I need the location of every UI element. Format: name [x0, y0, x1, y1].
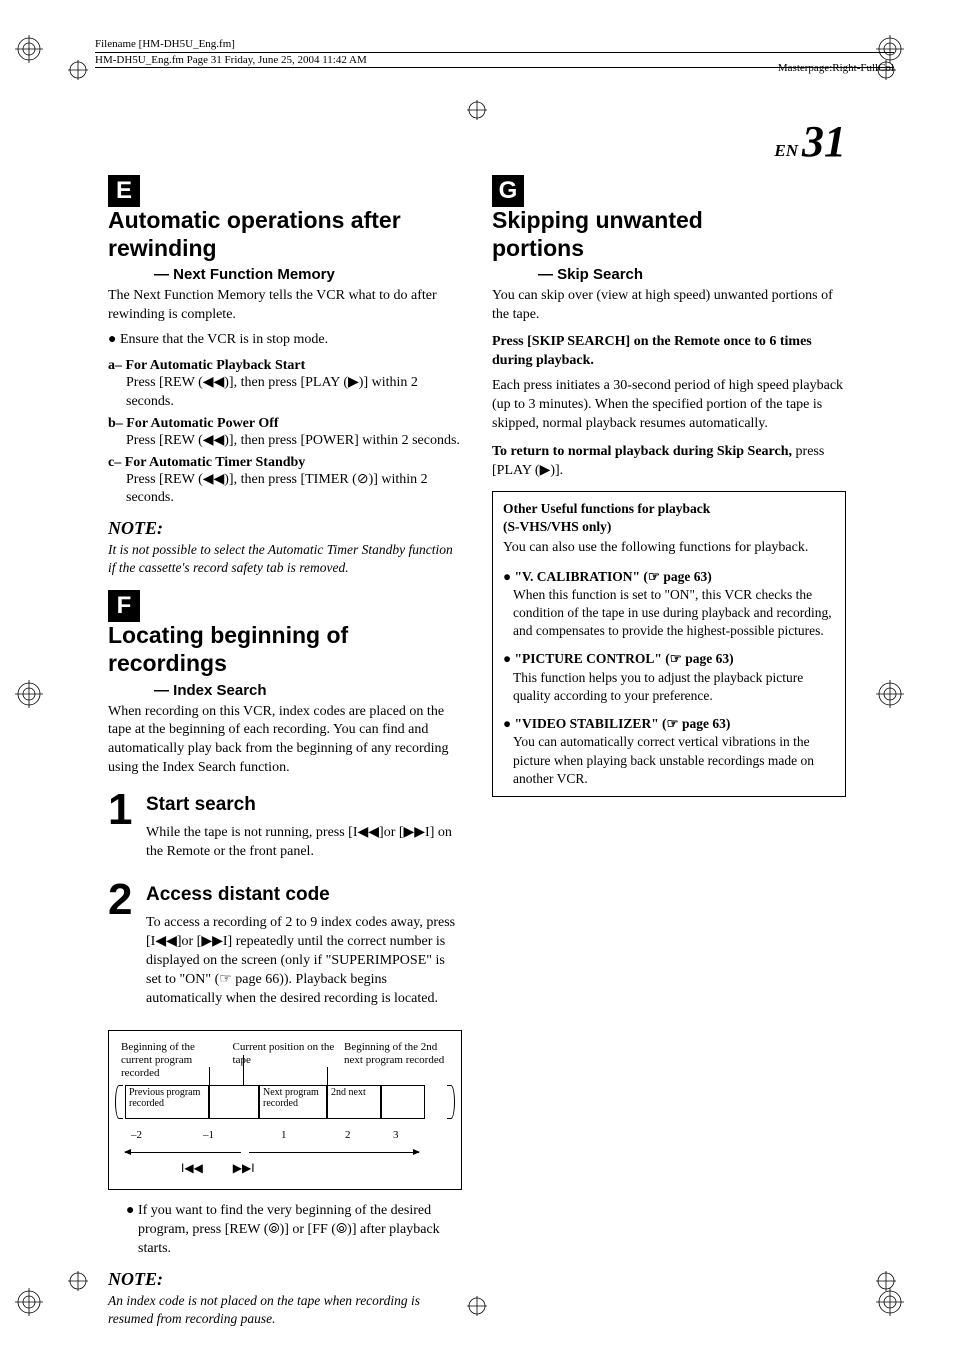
diagram-label-left: Beginning of the current program recorde… [121, 1041, 226, 1079]
tape-bar: Previous program recorded Next program r… [121, 1085, 449, 1123]
tape-seg-current [209, 1085, 259, 1119]
item-c-body: Press [REW (◀◀)], then press [TIMER (⊘)]… [126, 471, 462, 509]
page-number-value: 31 [802, 117, 846, 166]
crop-mark-icon [876, 680, 904, 708]
dnum-4: 3 [393, 1129, 399, 1141]
section-e-note-body: It is not possible to select the Automat… [108, 541, 462, 576]
press-body: Each press initiates a 30-second period … [492, 377, 846, 434]
diagram-arrow-labels: I◀◀ ▶▶I [181, 1161, 449, 1175]
pageinfo-label: HM-DH5U_Eng.fm Page 31 Friday, June 25, … [95, 52, 894, 68]
section-e-title: E Automatic operations after rewinding [108, 175, 462, 262]
infobox-item-3-title: ● "VIDEO STABILIZER" (☞ page 63) [503, 715, 835, 733]
step-2-num: 2 [108, 878, 142, 922]
step-2-title: Access distant code [146, 884, 460, 906]
registration-mark-icon [68, 1271, 88, 1291]
section-letter-e: E [108, 175, 140, 207]
info-box: Other Useful functions for playback (S-V… [492, 491, 846, 797]
item-a-body: Press [REW (◀◀)], then press [PLAY (▶)] … [126, 374, 462, 412]
crop-mark-icon [15, 680, 43, 708]
section-e-bullet: ● Ensure that the VCR is in stop mode. [108, 331, 462, 350]
infobox-lead: You can also use the following functions… [503, 539, 835, 558]
vline-current-start [209, 1067, 210, 1085]
return-head: To return to normal playback during Skip… [492, 444, 792, 459]
infobox-head2: (S-VHS/VHS only) [503, 518, 835, 536]
right-column: G Skipping unwanted portions — Skip Sear… [492, 175, 846, 1327]
crop-mark-icon [15, 1288, 43, 1316]
section-e-item-c: c– For Automatic Timer Standby Press [RE… [108, 455, 462, 509]
step-1: 1 Start search While the tape is not run… [108, 788, 462, 868]
item-b-label: b– For Automatic Power Off [108, 416, 462, 432]
vline-2nd [327, 1067, 328, 1085]
section-f-subtitle: — Index Search [154, 682, 462, 699]
crop-mark-icon [15, 35, 43, 63]
item-a-label: a– For Automatic Playback Start [108, 358, 462, 374]
section-f-intro: When recording on this VCR, index codes … [108, 703, 462, 779]
step-1-body: While the tape is not running, press [I◀… [146, 824, 460, 862]
registration-mark-icon [467, 100, 487, 120]
diagram-label-right: Beginning of the 2nd next program record… [344, 1041, 449, 1079]
infobox-item-2-body: This function helps you to adjust the pl… [513, 669, 835, 705]
dnum-0: –2 [131, 1129, 142, 1141]
section-e-note-head: NOTE: [108, 518, 462, 539]
section-e-item-a: a– For Automatic Playback Start Press [R… [108, 358, 462, 412]
section-e-subtitle: — Next Function Memory [154, 266, 462, 283]
step-2-body: To access a recording of 2 to 9 index co… [146, 914, 460, 1008]
arrow-label-right: ▶▶I [233, 1161, 255, 1175]
item-b-body: Press [REW (◀◀)], then press [POWER] wit… [126, 432, 462, 451]
tape-seg-prev: Previous program recorded [125, 1085, 209, 1119]
step-2: 2 Access distant code To access a record… [108, 878, 462, 1014]
section-f-after-bullet: ● If you want to find the very beginning… [138, 1202, 462, 1259]
diagram-numbers: –2 –1 1 2 3 [121, 1129, 449, 1143]
dnum-1: –1 [203, 1129, 214, 1141]
infobox-item-1-title: ● "V. CALIBRATION" (☞ page 63) [503, 568, 835, 586]
section-g-title: G Skipping unwanted portions [492, 175, 846, 262]
item-c-label: c– For Automatic Timer Standby [108, 455, 462, 471]
infobox-item-3-body: You can automatically correct vertical v… [513, 733, 835, 788]
press-head: Press [SKIP SEARCH] on the Remote once t… [492, 334, 812, 368]
arrow-label-left: I◀◀ [181, 1161, 203, 1175]
diagram-label-center: Current position on the tape [233, 1041, 338, 1079]
registration-mark-icon [876, 1271, 896, 1291]
crop-mark-icon [876, 1288, 904, 1316]
step-1-num: 1 [108, 788, 142, 832]
tape-seg-next: Next program recorded [259, 1085, 327, 1119]
section-g-subtitle: — Skip Search [538, 266, 846, 283]
section-letter-g: G [492, 175, 524, 207]
masterpage-label: Masterpage:Right-FullCol [778, 62, 894, 74]
section-e-item-b: b– For Automatic Power Off Press [REW (◀… [108, 416, 462, 451]
page-number: EN 31 [774, 120, 846, 164]
arrow-right [249, 1152, 419, 1153]
arrow-left [125, 1152, 241, 1153]
dnum-3: 2 [345, 1129, 351, 1141]
section-g-press: Press [SKIP SEARCH] on the Remote once t… [492, 333, 846, 371]
page-number-prefix: EN [774, 141, 798, 160]
tape-seg-last [381, 1085, 425, 1119]
section-f-note-head: NOTE: [108, 1269, 462, 1290]
diagram-arrows [121, 1147, 449, 1161]
index-search-diagram: Beginning of the current program recorde… [108, 1030, 462, 1190]
section-f-title: F Locating beginning of recordings [108, 590, 462, 677]
header-meta: Filename [HM-DH5U_Eng.fm] HM-DH5U_Eng.fm… [95, 38, 894, 68]
section-g-return: To return to normal playback during Skip… [492, 443, 846, 481]
dnum-2: 1 [281, 1129, 287, 1141]
tape-curve-right [447, 1085, 455, 1119]
infobox-item-1-body: When this function is set to "ON", this … [513, 586, 835, 641]
infobox-item-2: ● "PICTURE CONTROL" (☞ page 63) This fun… [503, 650, 835, 705]
tape-curve-left [115, 1085, 123, 1119]
infobox-item-1: ● "V. CALIBRATION" (☞ page 63) When this… [503, 568, 835, 641]
infobox-item-2-title: ● "PICTURE CONTROL" (☞ page 63) [503, 650, 835, 668]
section-letter-f: F [108, 590, 140, 622]
infobox-item-3: ● "VIDEO STABILIZER" (☞ page 63) You can… [503, 715, 835, 788]
tape-seg-2nd: 2nd next [327, 1085, 381, 1119]
infobox-head1: Other Useful functions for playback [503, 500, 835, 518]
filename-label: Filename [HM-DH5U_Eng.fm] [95, 38, 894, 50]
section-e-intro: The Next Function Memory tells the VCR w… [108, 287, 462, 325]
vline-current-pos [243, 1055, 244, 1085]
section-g-intro: You can skip over (view at high speed) u… [492, 287, 846, 325]
section-f-note-body: An index code is not placed on the tape … [108, 1292, 462, 1327]
step-1-title: Start search [146, 794, 460, 816]
registration-mark-icon [68, 60, 88, 80]
left-column: E Automatic operations after rewinding —… [108, 175, 462, 1327]
